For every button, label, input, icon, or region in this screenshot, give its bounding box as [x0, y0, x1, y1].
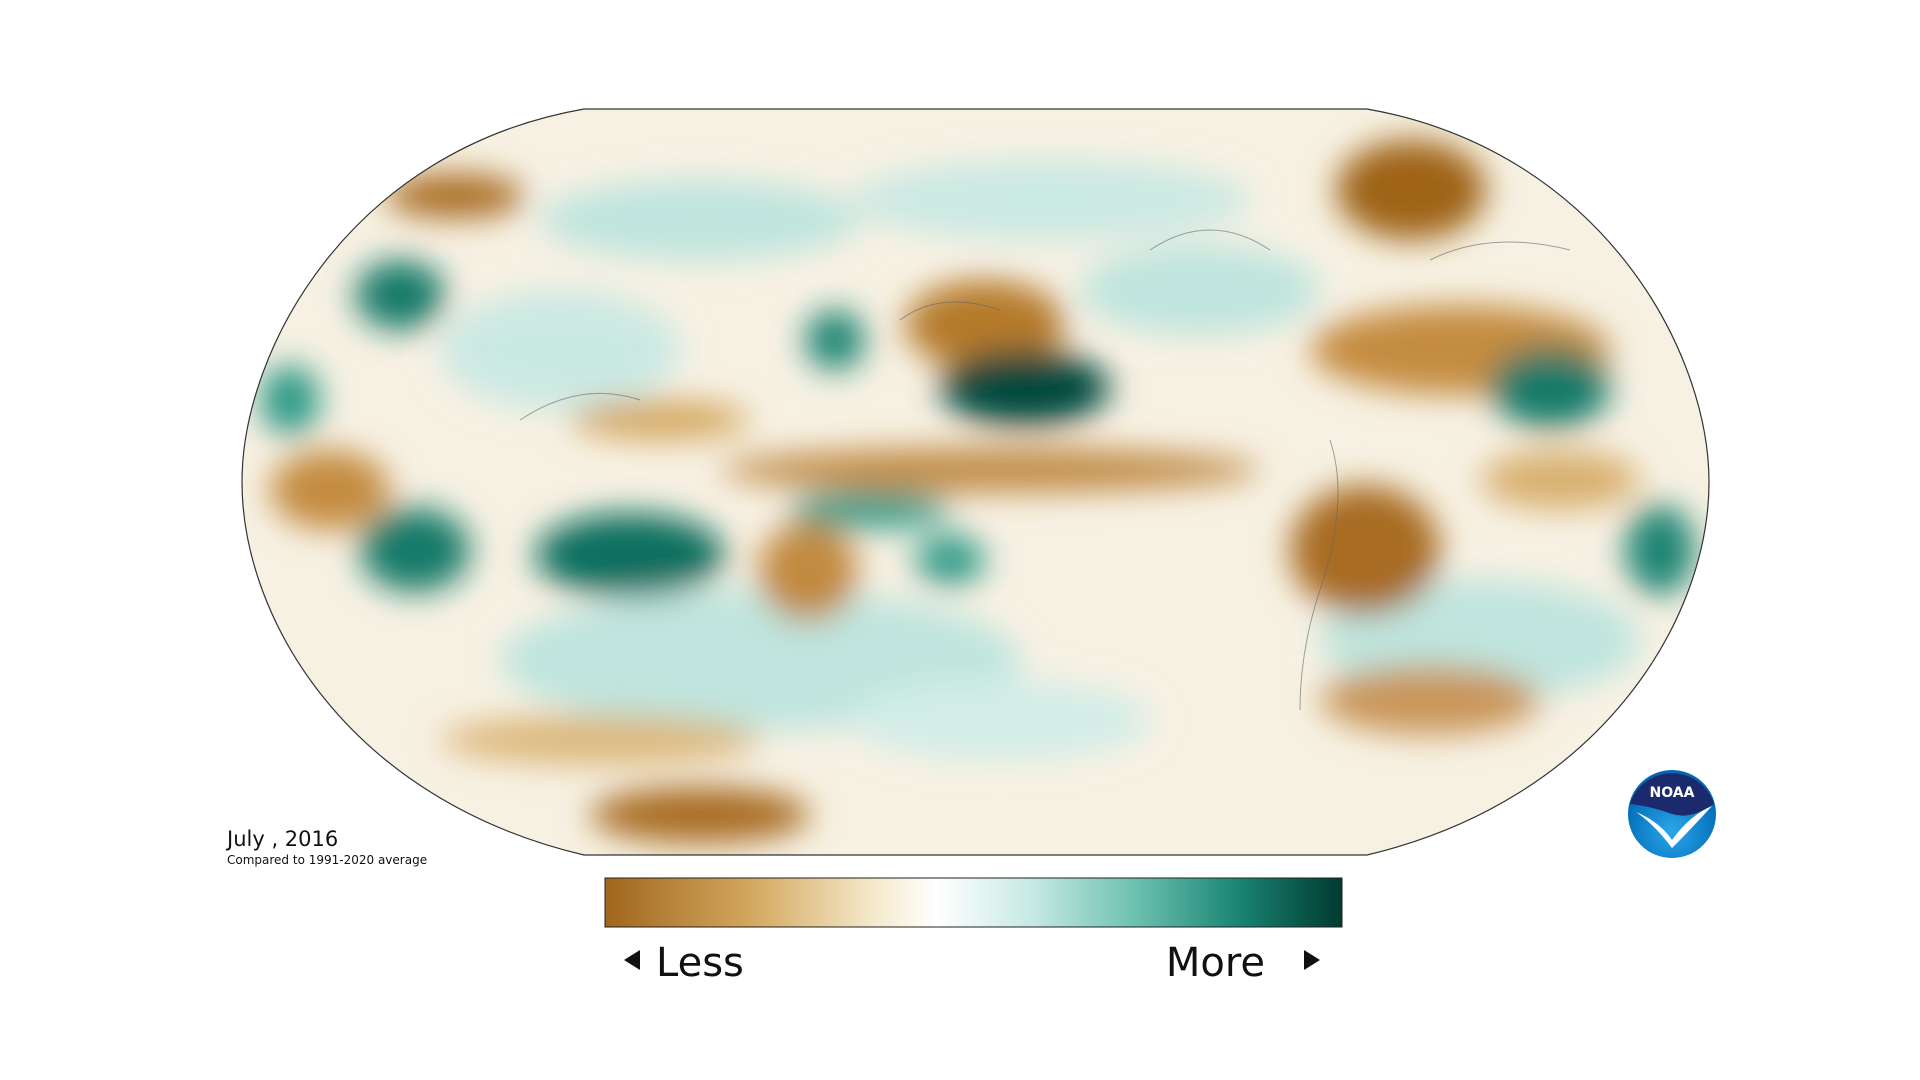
map-outline: [241, 108, 1710, 856]
date-label: July , 2016: [225, 827, 338, 851]
more-arrow: [1304, 950, 1320, 970]
logo-text: NOAA: [1650, 785, 1695, 801]
less-arrow: [624, 950, 640, 970]
noaa-logo: NOAA: [1628, 770, 1716, 858]
legend-low: Less: [656, 940, 744, 986]
color-bar: [604, 877, 1343, 928]
anomaly-field: [242, 109, 1709, 855]
legend-high: More: [1166, 940, 1265, 986]
baseline-note: Compared to 1991-2020 average: [227, 853, 427, 867]
